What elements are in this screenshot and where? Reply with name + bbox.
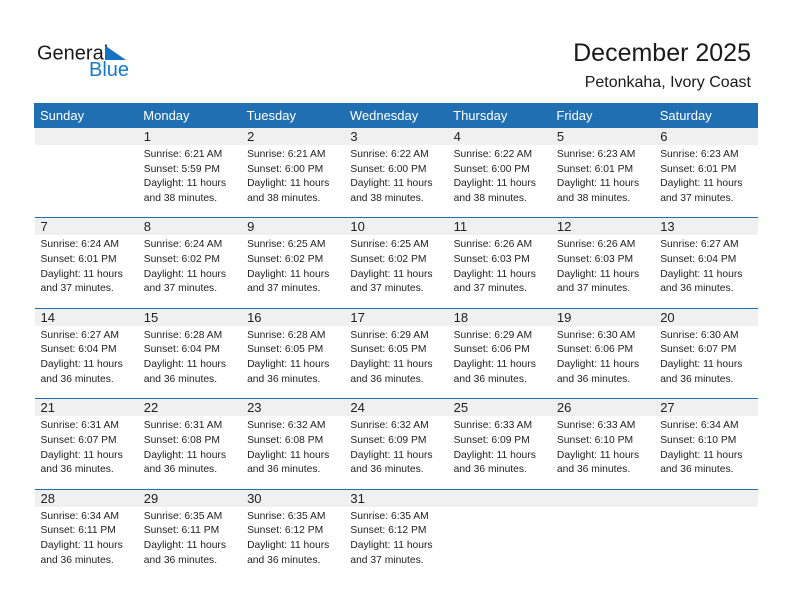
svg-text:Blue: Blue	[89, 59, 129, 81]
